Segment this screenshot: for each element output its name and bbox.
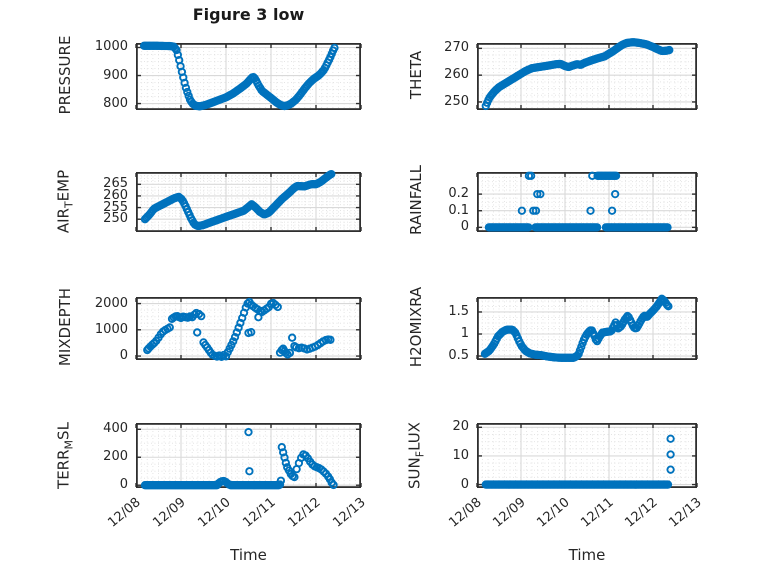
y-tick-rainfall-0.2: 0.2 bbox=[448, 186, 469, 202]
y-tick-pressure-800: 800 bbox=[103, 95, 128, 111]
y-tick-pressure-1000: 1000 bbox=[94, 39, 128, 55]
y-tick-terr-msl-400: 400 bbox=[103, 421, 128, 437]
subplot-pressure bbox=[135, 41, 362, 111]
y-tick-air-temp-250: 250 bbox=[103, 211, 128, 227]
y-tick-mixdepth-2000: 2000 bbox=[94, 295, 128, 311]
subplot-theta bbox=[476, 38, 698, 111]
subplot-air-temp bbox=[135, 169, 362, 233]
y-tick-mixdepth-0: 0 bbox=[119, 348, 128, 364]
y-tick-theta-260: 260 bbox=[444, 67, 469, 83]
y-tick-air-temp-260: 260 bbox=[103, 187, 128, 203]
y-tick-air-temp-255: 255 bbox=[103, 199, 128, 215]
y-axis-label-terr-msl: TERRMSL bbox=[54, 421, 76, 489]
x-axis-label-left: Time bbox=[230, 546, 267, 564]
figure-title: Figure 3 low bbox=[192, 5, 305, 24]
subplot-h2omixra bbox=[476, 294, 698, 362]
data-markers-sun-flux bbox=[481, 434, 675, 489]
y-tick-h2omixra-0.5: 0.5 bbox=[448, 348, 469, 364]
y-tick-air-temp-265: 265 bbox=[103, 176, 128, 192]
y-tick-mixdepth-1000: 1000 bbox=[94, 321, 128, 337]
y-tick-rainfall-0.1: 0.1 bbox=[448, 202, 469, 218]
subplot-terr-msl bbox=[135, 422, 362, 490]
x-axis-label-right: Time bbox=[568, 546, 606, 564]
y-tick-theta-270: 270 bbox=[444, 40, 469, 56]
data-markers-terr-msl bbox=[140, 427, 338, 490]
y-tick-pressure-900: 900 bbox=[103, 67, 128, 83]
y-tick-terr-msl-0: 0 bbox=[119, 477, 128, 493]
subplot-rainfall bbox=[476, 171, 698, 233]
subplot-mixdepth bbox=[135, 296, 362, 361]
data-markers-h2omixra bbox=[480, 294, 673, 362]
data-markers-pressure bbox=[139, 41, 339, 111]
y-tick-h2omixra-1.5: 1.5 bbox=[448, 303, 469, 319]
y-tick-rainfall-0: 0 bbox=[460, 219, 469, 235]
data-markers-theta bbox=[481, 38, 674, 111]
y-axis-label-sun-flux: SUNFLUX bbox=[405, 421, 427, 489]
y-tick-terr-msl-200: 200 bbox=[103, 449, 128, 465]
data-markers-rainfall bbox=[484, 171, 672, 232]
y-tick-sun-flux-10: 10 bbox=[452, 447, 469, 463]
data-markers-air-temp bbox=[140, 169, 336, 231]
y-tick-theta-250: 250 bbox=[444, 93, 469, 109]
y-tick-sun-flux-20: 20 bbox=[452, 419, 469, 435]
data-markers-mixdepth bbox=[143, 297, 335, 361]
y-tick-h2omixra-1: 1 bbox=[460, 326, 469, 341]
y-tick-sun-flux-0: 0 bbox=[460, 476, 469, 492]
subplot-sun-flux bbox=[476, 422, 698, 489]
